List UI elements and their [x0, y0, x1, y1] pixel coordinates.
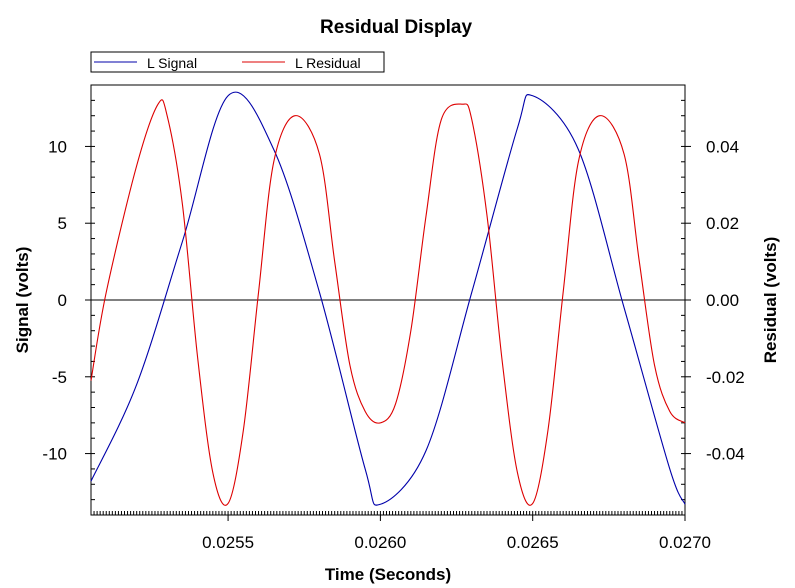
y-left-axis-ticks: 10 5 0 -5 -10 — [42, 137, 91, 464]
y-left-tick-label: 0 — [58, 291, 67, 310]
y-right-axis-title: Residual (volts) — [761, 237, 780, 364]
y-left-tick-label: -10 — [42, 445, 67, 464]
legend-label-signal: L Signal — [147, 55, 197, 71]
x-tick-label: 0.0260 — [354, 533, 406, 552]
x-tick-label: 0.0255 — [202, 533, 254, 552]
legend: L Signal L Residual — [90, 51, 385, 73]
chart-title: Residual Display — [320, 17, 472, 38]
y-right-tick-label: -0.02 — [706, 368, 745, 387]
series-layer — [90, 91, 686, 506]
x-tick-label: 0.0270 — [659, 533, 711, 552]
y-left-tick-label: 5 — [58, 214, 67, 233]
legend-label-residual: L Residual — [295, 55, 361, 71]
y-left-tick-label: 10 — [48, 137, 67, 156]
y-left-tick-label: -5 — [52, 368, 67, 387]
y-left-axis-title: Signal (volts) — [13, 247, 32, 354]
minor-ticks — [90, 84, 686, 516]
y-right-tick-label: 0.02 — [706, 214, 739, 233]
y-right-tick-label: 0.00 — [706, 291, 739, 310]
y-right-tick-label: -0.04 — [706, 445, 745, 464]
y-right-tick-label: 0.04 — [706, 137, 739, 156]
series-line-l-residual — [90, 99, 686, 506]
legend-box — [90, 51, 385, 73]
x-tick-label: 0.0265 — [507, 533, 559, 552]
y-right-axis-ticks: 0.04 0.02 0.00 -0.02 -0.04 — [685, 137, 745, 464]
series-line-l-signal — [90, 91, 686, 506]
x-axis-ticks: 0.0255 0.0260 0.0265 0.0270 — [202, 515, 711, 552]
x-axis-title: Time (Seconds) — [325, 565, 451, 584]
